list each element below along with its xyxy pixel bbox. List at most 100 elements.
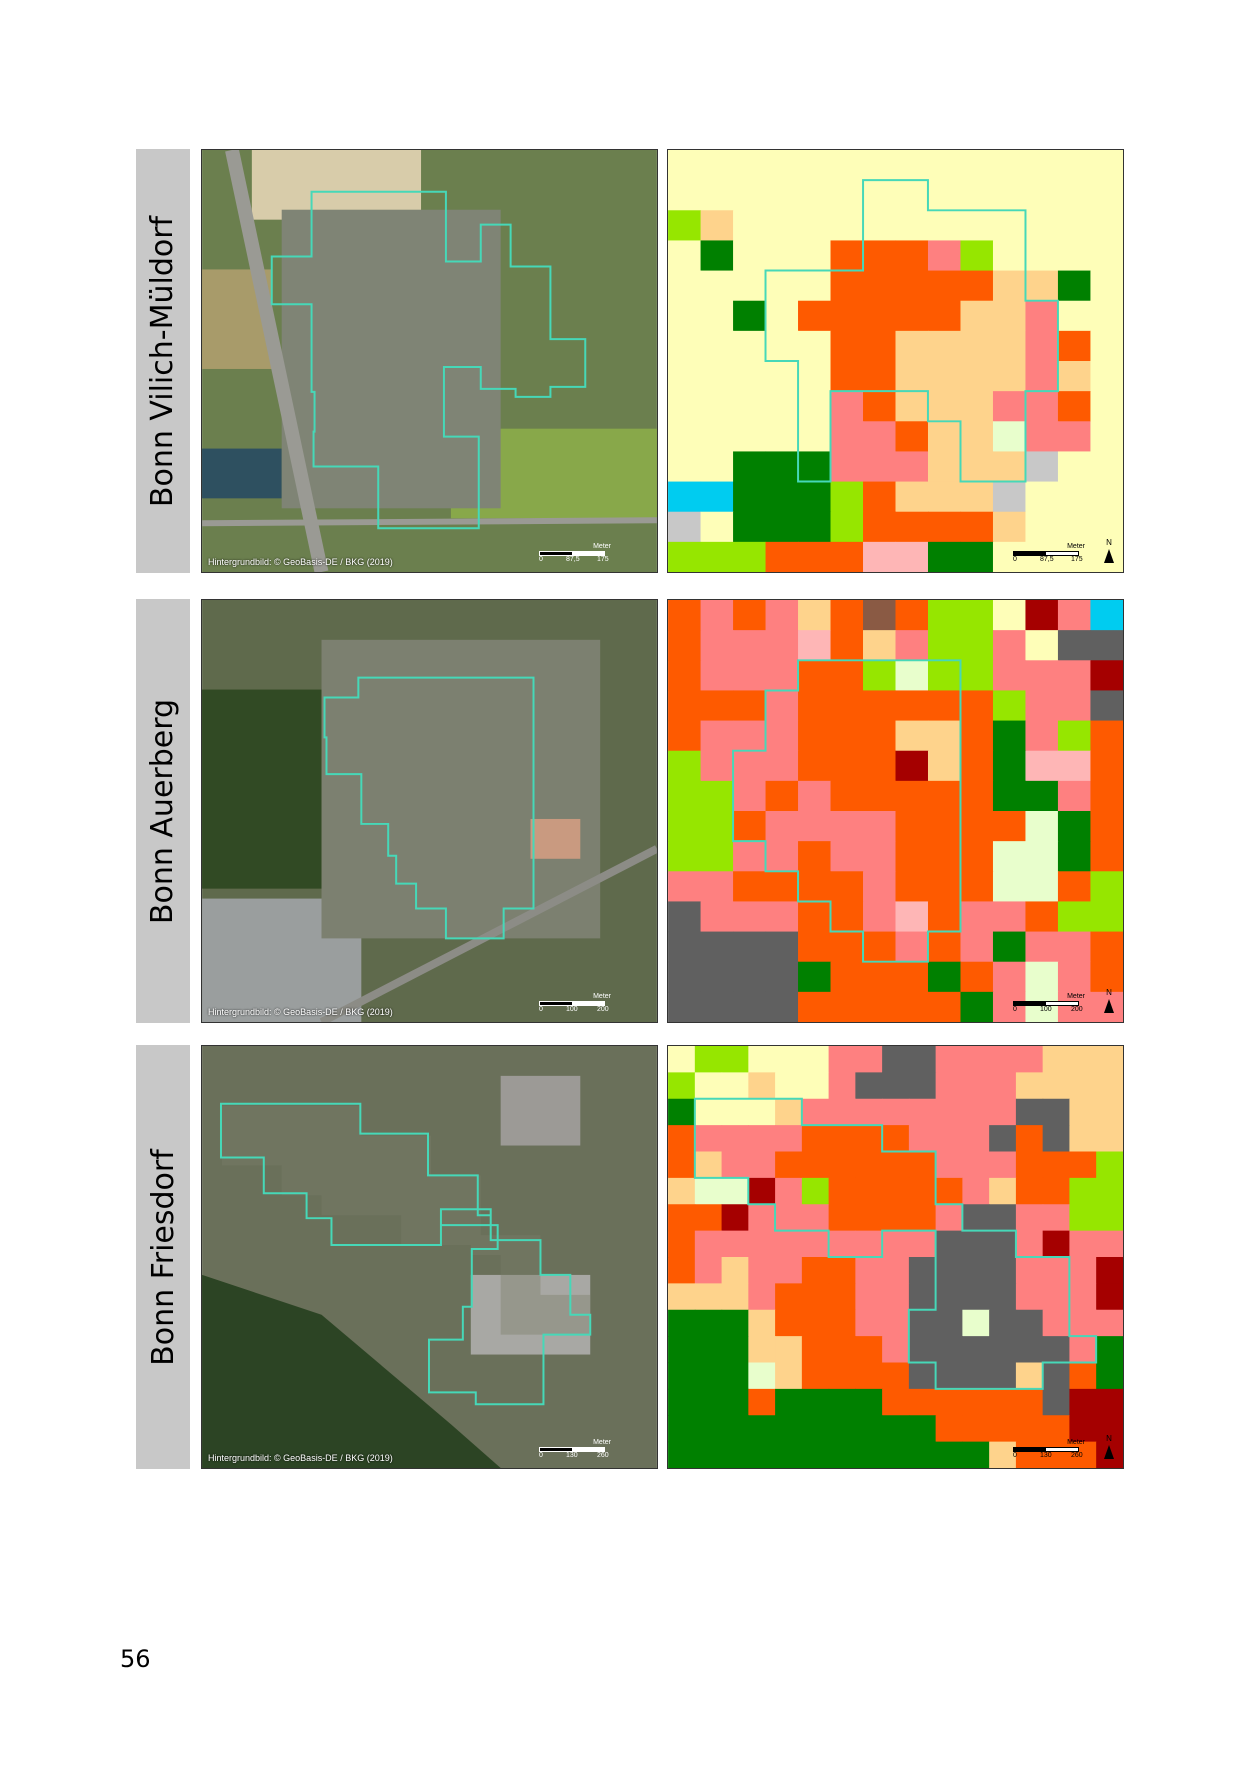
landcover-cell: [960, 150, 994, 181]
landcover-cell: [1042, 1072, 1071, 1100]
landcover-cell: [1025, 931, 1059, 963]
landcover-cell: [765, 811, 799, 842]
landcover-cell: [863, 690, 897, 722]
landcover-cell: [962, 1230, 990, 1258]
landcover-cell: [1042, 1151, 1071, 1179]
landcover-cell: [908, 1230, 937, 1258]
landcover-cell: [765, 391, 799, 422]
landcover-cell: [962, 1415, 990, 1443]
landcover-cell: [992, 240, 1027, 272]
scale-bar: Meter 0 100 200: [1013, 993, 1085, 1013]
landcover-cell: [863, 720, 897, 752]
landcover-cell: [694, 1204, 723, 1232]
landcover-cell: [1015, 1204, 1044, 1232]
landcover-cell: [668, 150, 702, 181]
landcover-cell: [1090, 660, 1123, 692]
landcover-cell: [855, 1415, 883, 1443]
landcover-cell: [882, 1257, 910, 1284]
landcover-cell: [668, 1204, 696, 1232]
panel-label-box: Bonn Friesdorf: [136, 1045, 190, 1469]
landcover-cell: [798, 511, 832, 543]
landcover-cell: [694, 1441, 723, 1468]
landcover-cell: [992, 330, 1027, 362]
landcover-cell: [1069, 1283, 1097, 1311]
landcover-cell: [798, 841, 832, 872]
landcover-cell: [855, 1362, 883, 1390]
landcover-cell: [1090, 511, 1123, 543]
landcover-cell: [1015, 1072, 1044, 1100]
landcover-cell: [668, 1283, 696, 1311]
landcover-cell: [798, 720, 832, 752]
study-area-outline: [219, 1102, 592, 1406]
landcover-cell: [1042, 1177, 1071, 1205]
landcover-cell: [863, 210, 897, 242]
landcover-cell: [830, 330, 864, 362]
landcover-cell: [765, 780, 799, 812]
landcover-cell: [927, 660, 962, 692]
study-area-outline: [270, 190, 587, 530]
landcover-cell: [1025, 750, 1059, 782]
landcover-cell: [775, 1204, 803, 1232]
landcover-cell: [1057, 871, 1092, 903]
landcover-cell: [733, 511, 767, 543]
landcover-cell: [927, 481, 962, 513]
landcover-cell: [721, 1177, 749, 1205]
landcover-cell: [895, 991, 929, 1022]
landcover-map-vilich-muldorf: Meter 0 87,5 175 N: [667, 149, 1124, 573]
landcover-cell: [733, 841, 767, 872]
landcover-cell: [863, 961, 897, 993]
landcover-cell: [1015, 1257, 1044, 1284]
landcover-cell: [960, 780, 994, 812]
landcover-cell: [1090, 750, 1123, 782]
landcover-cell: [1025, 150, 1059, 181]
landcover-cell: [1042, 1046, 1071, 1073]
landcover-cell: [668, 1415, 696, 1443]
scale-bar: Meter 0 130 260: [1013, 1439, 1085, 1459]
landcover-cell: [801, 1283, 830, 1311]
landcover-cell: [960, 391, 994, 422]
landcover-cell: [828, 1388, 856, 1416]
landcover-cell: [798, 871, 832, 903]
study-area-outline: [732, 659, 962, 963]
landcover-cell: [733, 690, 767, 722]
north-arrow-icon: N: [1101, 538, 1117, 564]
landcover-cell: [1025, 361, 1059, 392]
landcover-cell: [830, 150, 864, 181]
aerial-map-auerberg: Hintergrundbild: © GeoBasis-DE / BKG (20…: [201, 599, 658, 1023]
landcover-cell: [927, 871, 962, 903]
landcover-cell: [830, 780, 864, 812]
landcover-cell: [960, 690, 994, 722]
landcover-cell: [798, 180, 832, 211]
landcover-cell: [962, 1257, 990, 1284]
landcover-cell: [668, 541, 702, 572]
landcover-cell: [960, 720, 994, 752]
landcover-cell: [992, 991, 1027, 1022]
landcover-cell: [830, 541, 864, 572]
landcover-cell: [882, 1415, 910, 1443]
landcover-cell: [801, 1098, 830, 1126]
landcover-cell: [992, 391, 1027, 422]
landcover-cell: [668, 991, 702, 1022]
landcover-cell: [992, 210, 1027, 242]
landcover-cell: [733, 630, 767, 661]
landcover-cell: [775, 1151, 803, 1179]
landcover-cell: [927, 750, 962, 782]
landcover-cell: [895, 660, 929, 692]
landcover-grid: [668, 1046, 1123, 1468]
landcover-cell: [882, 1309, 910, 1337]
landcover-cell: [1057, 270, 1092, 302]
panel-label: Bonn Friesdorf: [145, 1148, 181, 1366]
landcover-cell: [992, 541, 1027, 572]
landcover-cell: [765, 600, 799, 631]
landcover-cell: [1057, 180, 1092, 211]
landcover-cell: [895, 511, 929, 543]
landcover-cell: [798, 451, 832, 483]
landcover-cell: [700, 300, 734, 332]
landcover-cell: [1090, 240, 1123, 272]
landcover-cell: [765, 300, 799, 332]
landcover-cell: [863, 240, 897, 272]
landcover-cell: [668, 1309, 696, 1337]
landcover-cell: [1057, 421, 1092, 453]
landcover-cell: [748, 1309, 776, 1337]
landcover-cell: [765, 150, 799, 181]
